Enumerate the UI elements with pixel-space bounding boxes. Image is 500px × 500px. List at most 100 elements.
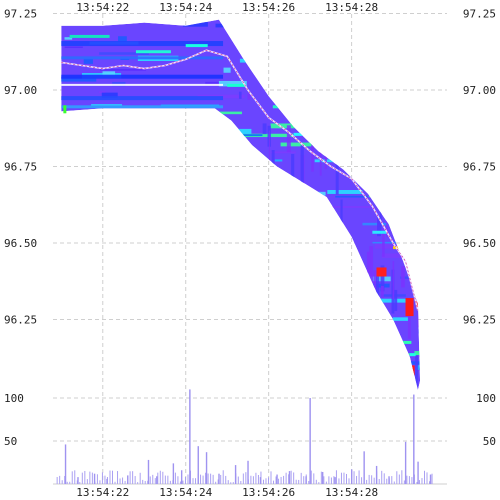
depth-streak bbox=[311, 137, 314, 172]
depth-band bbox=[64, 37, 73, 40]
depth-streak bbox=[346, 111, 350, 125]
depth-accent bbox=[227, 83, 246, 87]
depth-band bbox=[193, 192, 205, 196]
depth-band bbox=[114, 324, 129, 327]
depth-band bbox=[397, 236, 421, 240]
volume-tick-label-right: 100 bbox=[476, 392, 496, 405]
depth-streak bbox=[268, 130, 270, 165]
depth-band bbox=[91, 303, 120, 307]
depth-streak bbox=[369, 97, 374, 123]
depth-accent bbox=[372, 230, 387, 234]
depth-band bbox=[230, 314, 282, 317]
depth-band bbox=[287, 27, 304, 30]
depth-band bbox=[294, 92, 312, 97]
volume-bar bbox=[429, 474, 432, 484]
depth-band bbox=[403, 57, 421, 62]
depth-streak bbox=[245, 229, 249, 269]
volume-bar bbox=[417, 461, 419, 484]
depth-band bbox=[288, 252, 310, 255]
depth-band bbox=[314, 295, 321, 298]
depth-band bbox=[61, 105, 224, 109]
y-tick-label-left: 97.25 bbox=[4, 8, 37, 21]
depth-streak bbox=[332, 107, 336, 114]
depth-band bbox=[207, 170, 221, 175]
depth-band bbox=[61, 96, 224, 101]
depth-band bbox=[335, 195, 368, 198]
depth-streak bbox=[357, 355, 359, 390]
depth-band bbox=[223, 67, 231, 73]
depth-streak bbox=[276, 292, 278, 328]
depth-streak bbox=[354, 297, 359, 321]
depth-band bbox=[273, 363, 286, 368]
depth-streak bbox=[284, 94, 289, 107]
y-tick-label-right: 97.00 bbox=[463, 84, 496, 97]
depth-band bbox=[195, 128, 252, 134]
depth-band bbox=[61, 83, 224, 86]
volume-bar bbox=[197, 446, 199, 484]
depth-band bbox=[379, 117, 421, 123]
depth-band bbox=[366, 173, 414, 180]
depth-streak bbox=[318, 200, 323, 244]
depth-band bbox=[396, 75, 405, 82]
depth-band bbox=[375, 378, 405, 383]
depth-band bbox=[118, 36, 127, 42]
depth-band bbox=[422, 378, 429, 380]
depth-band bbox=[157, 218, 164, 224]
depth-streak bbox=[262, 158, 266, 173]
depth-band bbox=[85, 225, 109, 230]
depth-band bbox=[166, 365, 177, 369]
depth-band bbox=[316, 298, 357, 303]
depth-band bbox=[254, 294, 310, 298]
volume-bar bbox=[64, 444, 67, 484]
depth-band bbox=[87, 382, 102, 387]
depth-band bbox=[307, 111, 321, 116]
depth-band bbox=[409, 231, 416, 235]
depth-band bbox=[270, 151, 296, 154]
depth-band bbox=[137, 227, 157, 233]
depth-band bbox=[354, 274, 367, 277]
depth-streak bbox=[403, 169, 405, 216]
volume-bar bbox=[404, 441, 407, 484]
depth-accent bbox=[293, 132, 304, 136]
depth-band bbox=[104, 256, 152, 259]
depth-streak bbox=[242, 312, 245, 352]
depth-streak bbox=[358, 294, 360, 319]
depth-band bbox=[85, 245, 99, 251]
depth-streak bbox=[244, 155, 246, 174]
depth-accent bbox=[335, 157, 348, 161]
depth-streak bbox=[236, 156, 239, 201]
depth-hotspot bbox=[415, 301, 420, 308]
depth-streak bbox=[357, 297, 359, 312]
depth-band bbox=[336, 336, 375, 340]
volume-bar bbox=[234, 465, 237, 484]
depth-accent bbox=[401, 340, 412, 344]
depth-band bbox=[122, 290, 165, 293]
depth-streak bbox=[261, 307, 265, 333]
depth-band bbox=[139, 327, 183, 332]
depth-band bbox=[61, 56, 224, 60]
depth-streak bbox=[371, 176, 374, 198]
depth-band bbox=[343, 125, 373, 130]
volume-bar bbox=[180, 470, 183, 484]
depth-band bbox=[144, 303, 187, 309]
depth-band bbox=[175, 243, 233, 249]
depth-band bbox=[327, 190, 363, 194]
depth-band bbox=[194, 285, 245, 291]
depth-band bbox=[359, 336, 393, 342]
depth-streak bbox=[255, 329, 258, 363]
depth-band bbox=[61, 248, 87, 253]
y-tick-label-right: 97.25 bbox=[463, 8, 496, 21]
depth-band bbox=[205, 81, 229, 86]
depth-band bbox=[239, 58, 251, 63]
depth-band bbox=[182, 21, 208, 27]
depth-hotspot bbox=[409, 365, 415, 376]
depth-band bbox=[93, 232, 126, 234]
depth-band bbox=[258, 340, 296, 344]
depth-accent bbox=[82, 111, 87, 115]
depth-band bbox=[315, 206, 373, 208]
depth-band bbox=[138, 272, 186, 278]
depth-streak bbox=[303, 293, 306, 337]
depth-band bbox=[91, 104, 123, 106]
x-tick-label-top: 13:54:22 bbox=[76, 1, 129, 14]
depth-accent bbox=[185, 44, 208, 48]
